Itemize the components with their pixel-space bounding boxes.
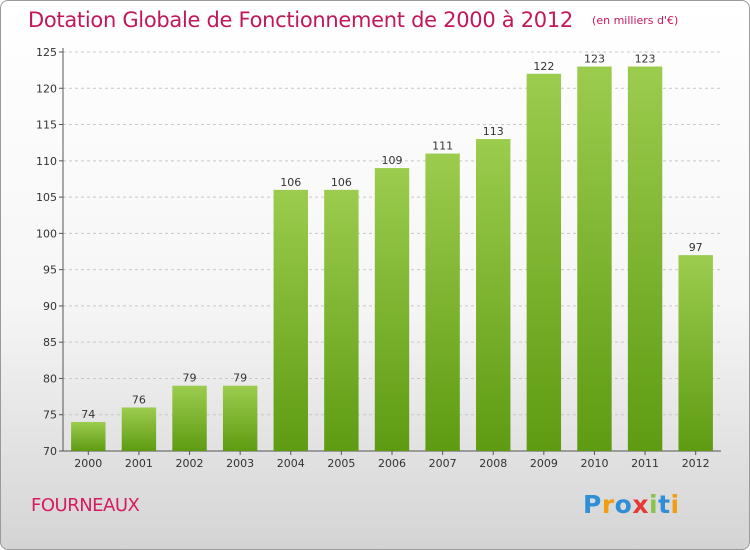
y-tick-label: 95 xyxy=(43,264,57,277)
y-tick-label: 90 xyxy=(43,300,57,313)
proxiti-logo[interactable]: Proxiti xyxy=(583,490,680,519)
y-tick-label: 80 xyxy=(43,372,57,385)
bar-2010 xyxy=(577,66,612,451)
x-tick-label: 2010 xyxy=(580,457,608,470)
x-tick-label: 2011 xyxy=(631,457,659,470)
bar-2012 xyxy=(678,255,713,451)
logo-letter: t xyxy=(658,490,671,519)
x-tick-label: 2000 xyxy=(74,457,102,470)
y-tick-label: 105 xyxy=(36,191,57,204)
y-tick-label: 100 xyxy=(36,227,57,240)
bar-2006 xyxy=(374,168,410,451)
value-label: 111 xyxy=(432,140,453,153)
bar-2001 xyxy=(121,407,157,451)
x-tick-label: 2008 xyxy=(479,457,507,470)
bar-2005 xyxy=(324,189,359,451)
labels: 70 75 80 85 90 95 100 105 110 115 120 125 74 2000 76 20… xyxy=(36,46,710,470)
y-tick-label: 125 xyxy=(36,46,57,59)
x-tick-label: 2005 xyxy=(327,457,355,470)
logo-letter: r xyxy=(601,490,615,519)
value-label: 79 xyxy=(183,372,197,385)
value-label: 106 xyxy=(280,176,301,189)
y-tick-label: 110 xyxy=(36,155,57,168)
x-tick-label: 2006 xyxy=(378,457,406,470)
y-tick-label: 75 xyxy=(43,409,57,422)
y-tick-label: 85 xyxy=(43,336,57,349)
logo-letter: o xyxy=(614,490,633,519)
logo-letter: i xyxy=(670,490,680,519)
y-tick-label: 115 xyxy=(36,119,57,132)
x-tick-label: 2004 xyxy=(277,457,305,470)
value-label: 74 xyxy=(81,408,95,421)
x-tick-label: 2002 xyxy=(176,457,204,470)
location-name: FOURNEAUX xyxy=(31,495,140,516)
x-tick-label: 2001 xyxy=(125,457,153,470)
value-label: 109 xyxy=(382,154,403,167)
value-label: 113 xyxy=(483,125,504,138)
bar-2000 xyxy=(71,421,106,451)
bar-2011 xyxy=(627,66,663,451)
value-label: 97 xyxy=(689,241,703,254)
logo-letter: P xyxy=(583,490,602,519)
bar-2009 xyxy=(526,73,562,451)
logo-letter: x xyxy=(632,490,649,519)
value-label: 122 xyxy=(533,60,554,73)
value-label: 123 xyxy=(635,53,656,66)
y-tick-label: 70 xyxy=(43,445,57,458)
value-label: 76 xyxy=(132,393,146,406)
x-tick-label: 2007 xyxy=(429,457,457,470)
chart-title: Dotation Globale de Fonctionnement de 20… xyxy=(28,8,573,32)
bars xyxy=(71,66,713,451)
value-label: 79 xyxy=(233,372,247,385)
bar-2004 xyxy=(273,189,308,451)
value-label: 123 xyxy=(584,53,605,66)
x-tick-label: 2003 xyxy=(226,457,254,470)
bar-2003 xyxy=(222,385,258,451)
bar-2002 xyxy=(172,385,207,451)
y-tick-label: 120 xyxy=(36,82,57,95)
logo-letter: i xyxy=(649,490,659,519)
x-tick-label: 2009 xyxy=(530,457,558,470)
chart-subtitle: (en milliers d'€) xyxy=(592,14,679,27)
bar-2007 xyxy=(425,153,460,451)
title-row: Dotation Globale de Fonctionnement de 20… xyxy=(28,8,678,32)
x-tick-label: 2012 xyxy=(682,457,710,470)
value-label: 106 xyxy=(331,176,352,189)
bar-2008 xyxy=(476,139,511,451)
